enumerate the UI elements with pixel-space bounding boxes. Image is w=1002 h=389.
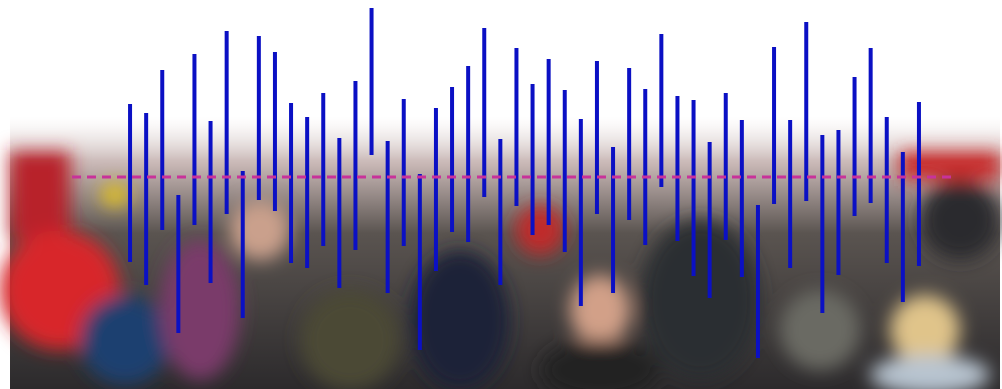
range-bar: [385, 141, 390, 293]
range-bar: [433, 108, 438, 271]
range-bar: [546, 59, 551, 225]
range-bar: [160, 70, 165, 230]
range-bar: [272, 52, 277, 211]
range-bar: [369, 8, 374, 155]
range-bar: [691, 100, 696, 276]
range-bar: [498, 139, 503, 285]
range-bar: [562, 90, 567, 252]
range-bar: [176, 195, 181, 333]
range-bar: [514, 48, 519, 206]
range-bar: [788, 120, 793, 268]
range-bar: [144, 113, 149, 285]
range-bar: [337, 138, 342, 288]
range-bar: [321, 93, 326, 246]
range-bar: [240, 171, 245, 318]
range-bar: [401, 99, 406, 246]
range-bar: [852, 77, 857, 216]
range-bar: [450, 87, 455, 232]
range-bar: [353, 81, 358, 250]
range-bar: [208, 121, 213, 283]
range-bar: [594, 61, 599, 214]
range-bar: [868, 48, 873, 203]
plot-area: [72, 8, 955, 358]
range-bar: [466, 66, 471, 242]
range-bar: [256, 36, 261, 200]
range-bar: [289, 103, 294, 263]
range-bar: [305, 117, 310, 268]
range-bar: [900, 152, 905, 302]
range-bar: [916, 102, 921, 266]
range-bar: [578, 119, 583, 306]
range-bar: [482, 28, 487, 197]
range-bar: [128, 104, 133, 262]
range-bar: [530, 84, 535, 235]
range-bar: [417, 174, 422, 350]
range-bar: [611, 147, 616, 293]
range-bar: [224, 31, 229, 214]
range-bar: [723, 93, 728, 240]
range-bar: [659, 34, 664, 187]
range-bar: [804, 22, 809, 201]
range-bar: [675, 96, 680, 241]
range-bar: [707, 142, 712, 298]
range-bar: [772, 47, 777, 204]
range-bar: [192, 54, 197, 225]
range-bar: [755, 205, 760, 358]
range-bar: [739, 120, 744, 277]
range-bar: [836, 130, 841, 275]
range-bar: [643, 89, 648, 245]
range-bar: [884, 117, 889, 263]
range-bar: [627, 68, 632, 220]
range-bar: [820, 135, 825, 313]
